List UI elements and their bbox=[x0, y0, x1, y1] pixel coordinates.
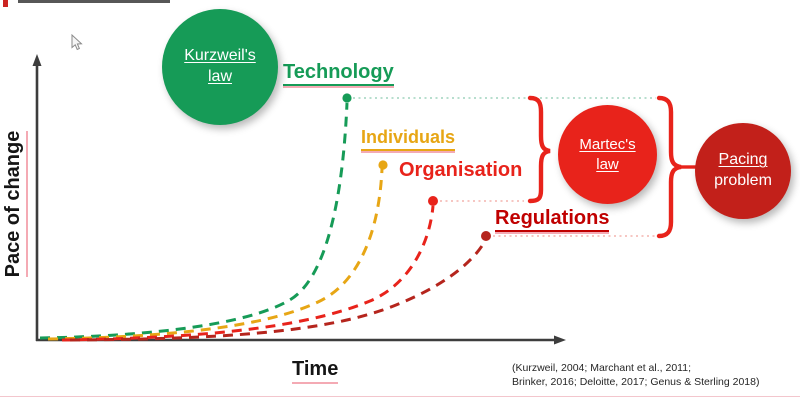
martec-law-line2: law bbox=[596, 155, 619, 173]
regulations-label: Regulations bbox=[495, 207, 610, 234]
x-axis-arrowhead bbox=[554, 335, 566, 345]
organisation-label: Organisation bbox=[399, 159, 522, 181]
mouse-cursor-icon bbox=[71, 34, 83, 51]
top-left-red-mark bbox=[3, 0, 8, 7]
technology-label-text: Technology bbox=[283, 61, 394, 88]
y-axis-label-text: Pace of change bbox=[2, 130, 28, 278]
bottom-faint-pink-line bbox=[0, 396, 800, 397]
martec-law-line1: Martec's bbox=[579, 136, 636, 153]
technology-curve bbox=[39, 102, 349, 340]
y-axis-label: Pace of change bbox=[2, 124, 28, 284]
organisation-endpoint-dot bbox=[428, 196, 438, 206]
pacing-problem-line2: problem bbox=[714, 172, 772, 189]
kurzweil-law-line1: Kurzweil's bbox=[184, 47, 256, 65]
kurzweil-law-line2: law bbox=[207, 68, 232, 85]
organisation-label-text: Organisation bbox=[399, 159, 523, 181]
pacing-problem-bubble: Pacing problem bbox=[695, 123, 791, 219]
citation-line1: (Kurzweil, 2004; Marchant et al., 2011; bbox=[512, 362, 691, 374]
x-axis-label: Time bbox=[292, 358, 339, 384]
martec-law-brace bbox=[527, 95, 551, 204]
pacing-problem-line1: Pacing bbox=[718, 151, 768, 169]
pacing-problem-brace bbox=[656, 95, 682, 239]
regulations-endpoint-dot bbox=[481, 231, 491, 241]
individuals-endpoint-dot bbox=[378, 160, 388, 170]
individuals-curve bbox=[47, 168, 384, 341]
regulations-label-text: Regulations bbox=[495, 207, 610, 234]
citation-line2: Brinker, 2016; Deloitte, 2017; Genus & S… bbox=[512, 375, 760, 388]
x-axis-label-text: Time bbox=[292, 358, 339, 384]
organisation-curve bbox=[61, 205, 435, 342]
individuals-label: Individuals bbox=[361, 127, 456, 153]
regulations-curve bbox=[69, 240, 487, 342]
kurzweil-law-bubble: Kurzweil's law bbox=[162, 9, 278, 125]
technology-endpoint-dot bbox=[342, 93, 352, 103]
citation-block: (Kurzweil, 2004; Marchant et al., 2011; … bbox=[512, 362, 759, 389]
top-edge-line bbox=[18, 0, 170, 3]
individuals-label-text: Individuals bbox=[361, 127, 456, 153]
technology-label: Technology bbox=[283, 61, 394, 88]
y-axis-arrowhead bbox=[32, 54, 42, 66]
martec-law-bubble: Martec's law bbox=[558, 105, 657, 204]
